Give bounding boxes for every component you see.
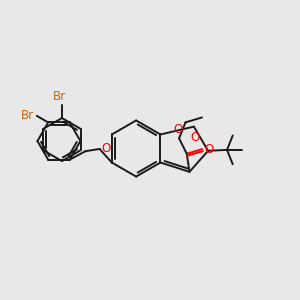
Text: Br: Br [21, 109, 34, 122]
Text: Br: Br [53, 90, 66, 104]
Text: O: O [191, 131, 200, 144]
Text: O: O [173, 123, 182, 136]
Text: O: O [204, 143, 213, 156]
Text: O: O [101, 142, 110, 155]
